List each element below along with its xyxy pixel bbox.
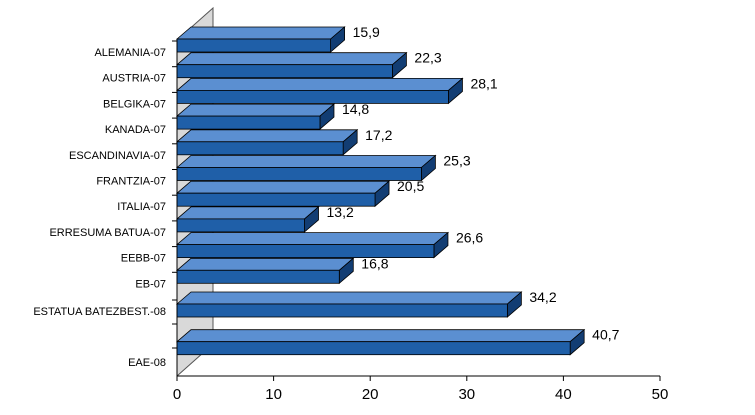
value-label: 17,2 [365, 127, 392, 143]
category-label: ESCANDINAVIA-07 [69, 150, 166, 162]
category-label: AUSTRIA-07 [102, 73, 166, 85]
bar-top-face [175, 78, 464, 91]
x-tick-label: 30 [458, 386, 475, 403]
x-tick-label: 40 [555, 386, 572, 403]
x-tick-label: 20 [362, 386, 379, 403]
bar-top-face [175, 155, 437, 168]
category-label: ALEMANIA-07 [94, 47, 166, 59]
category-label: FRANTZIA-07 [96, 176, 166, 188]
value-label: 20,5 [397, 178, 424, 194]
bar-front-face [176, 218, 305, 233]
value-label-group: 15,9 22,3 28,1 14,8 17,2 25,3 20,5 13,2 26,6 16,8… [327, 24, 620, 343]
x-tick-label: 50 [652, 386, 669, 403]
bar-front-face [176, 341, 571, 356]
category-label: ESTATUA BATEZBEST.-08 [33, 306, 166, 318]
category-label: ITALIA-07 [117, 201, 166, 213]
bar-eb-07 [175, 257, 355, 285]
bar-eebb-07 [175, 231, 450, 259]
bar-top-face [175, 180, 391, 194]
bar-erresuma-batua-07 [175, 206, 320, 233]
value-label: 34,2 [529, 289, 556, 305]
x-tick-label: 10 [265, 386, 282, 403]
bar-front-face [176, 244, 435, 259]
bar-front-face [176, 115, 321, 130]
category-label: ERRESUMA BATUA-07 [49, 227, 166, 239]
bar-group [175, 26, 586, 356]
x-tick-group: 0 10 20 30 40 50 [173, 376, 669, 403]
bar-top-face [175, 329, 586, 343]
category-label: KANADA-07 [105, 124, 166, 136]
category-label: EAE-08 [128, 357, 166, 369]
value-label: 26,6 [456, 230, 483, 246]
bar-austria-07 [175, 51, 408, 79]
bar-estatua-batezbest-08 [175, 291, 523, 318]
category-label: EB-07 [135, 278, 166, 290]
bar-kanada-07 [175, 103, 336, 130]
y-tick-group [172, 40, 177, 349]
bar-alemania-07 [175, 26, 346, 53]
value-label: 40,7 [592, 327, 619, 343]
bar-belgika-07 [175, 77, 464, 105]
bar-eae-08 [175, 328, 586, 356]
x-tick-label: 0 [173, 386, 181, 403]
bar-front-face [176, 303, 508, 318]
category-label: EEBB-07 [121, 253, 166, 265]
value-label: 25,3 [443, 153, 470, 169]
bar-front-face [176, 141, 344, 156]
bar-front-face [176, 38, 331, 53]
bar-italia-07 [175, 180, 391, 208]
bar-front-face [176, 64, 393, 79]
bar-front-face [176, 167, 422, 181]
value-label: 28,1 [470, 75, 497, 91]
value-label: 16,8 [361, 255, 388, 271]
bar-top-face [175, 26, 346, 40]
bar-top-face [175, 103, 336, 117]
bar-top-face [175, 232, 450, 246]
value-label: 14,8 [342, 101, 369, 117]
bar-frantzia-07 [175, 154, 437, 182]
bar-top-face [175, 52, 408, 66]
category-label-group: ALEMANIA-07 AUSTRIA-07 BELGIKA-07 KANADA-07… [33, 47, 166, 369]
value-label: 22,3 [414, 50, 441, 66]
bar-top-face [175, 291, 523, 305]
bar-top-face [175, 206, 320, 220]
value-label: 15,9 [353, 24, 380, 40]
bar-top-face [175, 257, 355, 271]
value-label: 13,2 [327, 204, 354, 220]
bar-escandinavia-07 [175, 128, 359, 156]
bar-front-face [176, 269, 340, 284]
bar-front-face [176, 90, 449, 104]
bar-top-face [175, 129, 359, 143]
category-label: BELGIKA-07 [103, 98, 166, 110]
